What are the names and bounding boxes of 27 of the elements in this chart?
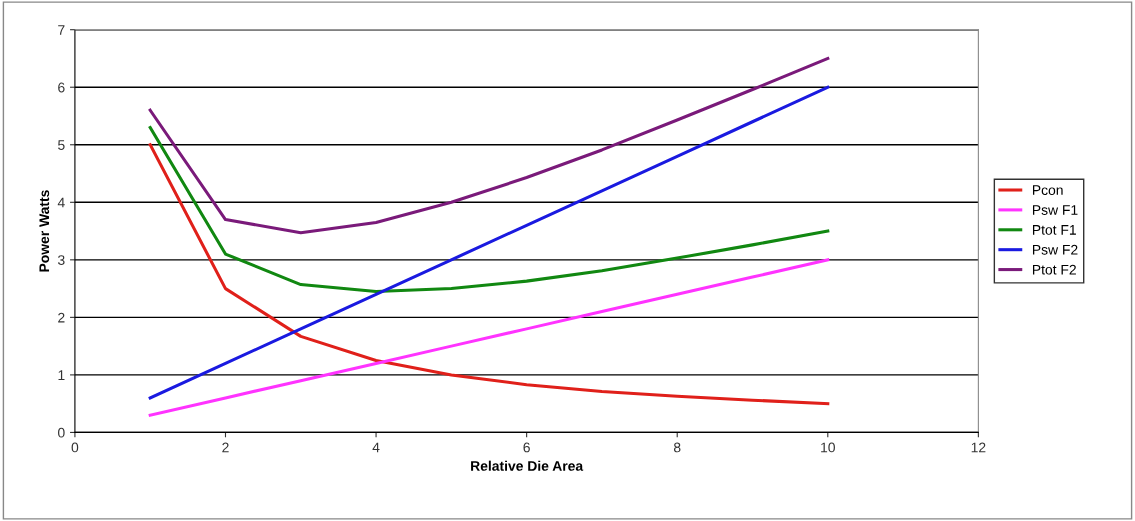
legend-label: Ptot F1	[1032, 225, 1076, 235]
line-series	[148, 125, 830, 293]
legend-label: Psw F2	[1032, 244, 1078, 255]
y-tick-label: 2	[58, 312, 65, 323]
y-tick-label: 0	[58, 427, 65, 438]
y-axis-title: Power Watts	[39, 190, 50, 272]
x-tick-label: 6	[523, 442, 530, 453]
x-tick-label: 10	[821, 442, 835, 453]
y-tick-label: 4	[57, 197, 65, 208]
legend-label: Pcon	[1032, 185, 1063, 196]
line-series	[148, 143, 830, 406]
x-axis-title: Relative Die Area	[471, 460, 584, 471]
line-series	[148, 56, 830, 235]
y-tick-label: 1	[58, 370, 65, 380]
legend-label: Psw F1	[1032, 205, 1078, 215]
x-tick-label: 0	[71, 442, 79, 453]
legend-label: Ptot F2	[1032, 264, 1076, 275]
line-series	[148, 258, 830, 417]
line-series	[148, 85, 830, 400]
x-tick-label: 8	[673, 442, 681, 453]
y-tick-label: 5	[58, 140, 65, 150]
y-tick-label: 3	[57, 255, 65, 265]
x-tick-label: 4	[372, 442, 380, 453]
y-tick-label: 7	[58, 25, 65, 35]
y-tick-label: 6	[58, 82, 65, 93]
x-tick-label: 2	[222, 442, 229, 453]
x-tick-label: 12	[971, 442, 986, 453]
